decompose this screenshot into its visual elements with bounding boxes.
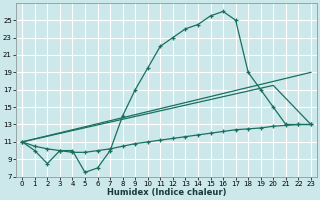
X-axis label: Humidex (Indice chaleur): Humidex (Indice chaleur) xyxy=(107,188,226,197)
